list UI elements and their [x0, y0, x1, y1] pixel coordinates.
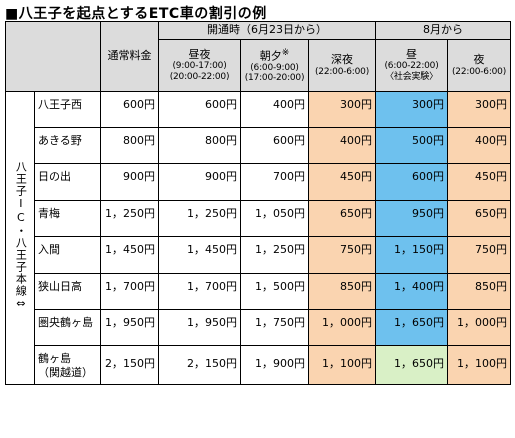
header-august-group: 8月から — [375, 21, 512, 40]
fare-regular: 1，700円 — [100, 273, 159, 310]
fare-late-night: 450円 — [307, 163, 377, 201]
origin-label: 八王子IC・八王子本線⇔ — [14, 161, 28, 312]
fare-aug-day: 1，400円 — [375, 273, 449, 310]
page-title: ■八王子を起点とするETC車の割引の例 — [5, 6, 267, 22]
header-daynight: 昼夜 (9:00-17:00) (20:00-22:00) — [158, 39, 241, 92]
fare-aug-day: 1，650円 — [375, 309, 449, 346]
fare-aug-day: 600円 — [375, 163, 449, 201]
fare-aug-night: 750円 — [447, 236, 512, 274]
fare-daynight: 1，450円 — [158, 236, 241, 274]
header-daynight-time1: (9:00-17:00) — [172, 61, 227, 72]
header-daynight-label: 昼夜 — [188, 47, 211, 61]
fare-regular: 900円 — [100, 163, 159, 201]
fare-aug-night: 1，000円 — [447, 309, 512, 346]
fare-morning-evening: 1，250円 — [240, 236, 309, 274]
fare-morning-evening: 700円 — [240, 163, 309, 201]
fare-regular: 1，950円 — [100, 309, 159, 346]
fare-aug-day: 500円 — [375, 127, 449, 164]
fare-aug-night: 300円 — [447, 91, 512, 128]
row-name: 入間 — [34, 236, 101, 274]
fare-late-night: 850円 — [307, 273, 377, 310]
fare-morning-evening: 600円 — [240, 127, 309, 164]
row-name: あきる野 — [34, 127, 101, 164]
fare-daynight: 600円 — [158, 91, 241, 128]
fare-daynight: 1，700円 — [158, 273, 241, 310]
fare-aug-day: 1，650円 — [375, 345, 449, 385]
fare-morning-evening: 1，750円 — [240, 309, 309, 346]
row-name: 狭山日高 — [34, 273, 101, 310]
fare-aug-day: 1，150円 — [375, 236, 449, 274]
header-august-label: 8月から — [423, 23, 464, 37]
header-aug-night: 夜 (22:00-6:00) — [447, 39, 512, 92]
header-late-night-time1: (22:00-6:00) — [314, 66, 370, 77]
row-name: 青梅 — [34, 200, 101, 237]
fare-morning-evening: 1，050円 — [240, 200, 309, 237]
fare-late-night: 1，100円 — [307, 345, 377, 385]
header-note-mark: ※ — [281, 47, 290, 58]
header-aug-night-label: 夜 — [473, 53, 485, 66]
fare-late-night: 650円 — [307, 200, 377, 237]
header-aug-day-note: 〈社会実験〉 — [385, 71, 438, 82]
header-aug-night-time1: (22:00-6:00) — [452, 66, 507, 77]
header-morning-evening: 朝夕※ (6:00-9:00) (17:00-20:00) — [240, 39, 309, 92]
fare-aug-night: 650円 — [447, 200, 512, 237]
fare-aug-day: 950円 — [375, 200, 449, 237]
fare-daynight: 900円 — [158, 163, 241, 201]
fare-daynight: 1，950円 — [158, 309, 241, 346]
header-aug-day-time1: (6:00-22:00) — [384, 61, 439, 72]
fare-daynight: 2，150円 — [158, 345, 241, 385]
fare-morning-evening: 1，500円 — [240, 273, 309, 310]
header-daynight-time2: (20:00-22:00) — [169, 71, 230, 82]
fare-morning-evening: 1，900円 — [240, 345, 309, 385]
fare-aug-night: 450円 — [447, 163, 512, 201]
fare-daynight: 1，250円 — [158, 200, 241, 237]
fare-morning-evening: 400円 — [240, 91, 309, 128]
discount-table: 通常料金 開通時（6月23日から） 8月から 昼夜 (9:00-17:00) (… — [5, 21, 512, 385]
header-morning-evening-time1: (6:00-9:00) — [250, 62, 299, 73]
header-aug-day: 昼 (6:00-22:00) 〈社会実験〉 — [375, 39, 449, 92]
fare-regular: 600円 — [100, 91, 159, 128]
fare-late-night: 750円 — [307, 236, 377, 274]
fare-late-night: 400円 — [307, 127, 377, 164]
row-name: 鶴ヶ島 — [38, 352, 71, 365]
header-morning-evening-time2: (17:00-20:00) — [244, 73, 305, 84]
fare-aug-day: 300円 — [375, 91, 449, 128]
row-name: 圏央鶴ヶ島 — [34, 309, 101, 346]
row-name: 八王子西 — [34, 91, 101, 128]
header-blank-cell — [5, 21, 101, 92]
header-late-night: 深夜 (22:00-6:00) — [307, 39, 377, 92]
fare-daynight: 800円 — [158, 127, 241, 164]
row-name: 日の出 — [34, 163, 101, 201]
header-aug-day-label: 昼 — [406, 47, 418, 61]
header-opening-label: 開通時（6月23日から） — [207, 23, 327, 37]
row-name-sub: （関越道） — [38, 366, 93, 380]
fare-regular: 800円 — [100, 127, 159, 164]
header-morning-evening-label: 朝夕 — [259, 49, 282, 63]
fare-aug-night: 400円 — [447, 127, 512, 164]
fare-regular: 1，450円 — [100, 236, 159, 274]
header-regular-fare: 通常料金 — [100, 21, 159, 92]
fare-aug-night: 1，100円 — [447, 345, 512, 385]
header-late-night-label: 深夜 — [331, 53, 353, 66]
fare-regular: 1，250円 — [100, 200, 159, 237]
fare-late-night: 1，000円 — [307, 309, 377, 346]
fare-aug-night: 850円 — [447, 273, 512, 310]
row-name-cell: 鶴ヶ島 （関越道） — [34, 345, 101, 385]
fare-regular: 2，150円 — [100, 345, 159, 385]
origin-label-cell: 八王子IC・八王子本線⇔ — [5, 91, 35, 385]
header-regular-label: 通常料金 — [107, 49, 152, 63]
fare-late-night: 300円 — [307, 91, 377, 128]
header-opening-group: 開通時（6月23日から） — [157, 21, 377, 40]
